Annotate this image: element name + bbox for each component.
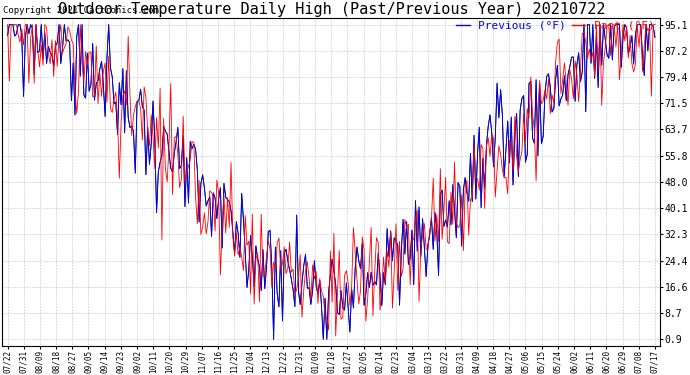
Title: Outdoor Temperature Daily High (Past/Previous Year) 20210722: Outdoor Temperature Daily High (Past/Pre…	[57, 2, 605, 17]
Text: Copyright 2021 Cartronics.com: Copyright 2021 Cartronics.com	[3, 6, 159, 15]
Legend: Previous (°F), Past (°F): Previous (°F), Past (°F)	[456, 21, 655, 30]
